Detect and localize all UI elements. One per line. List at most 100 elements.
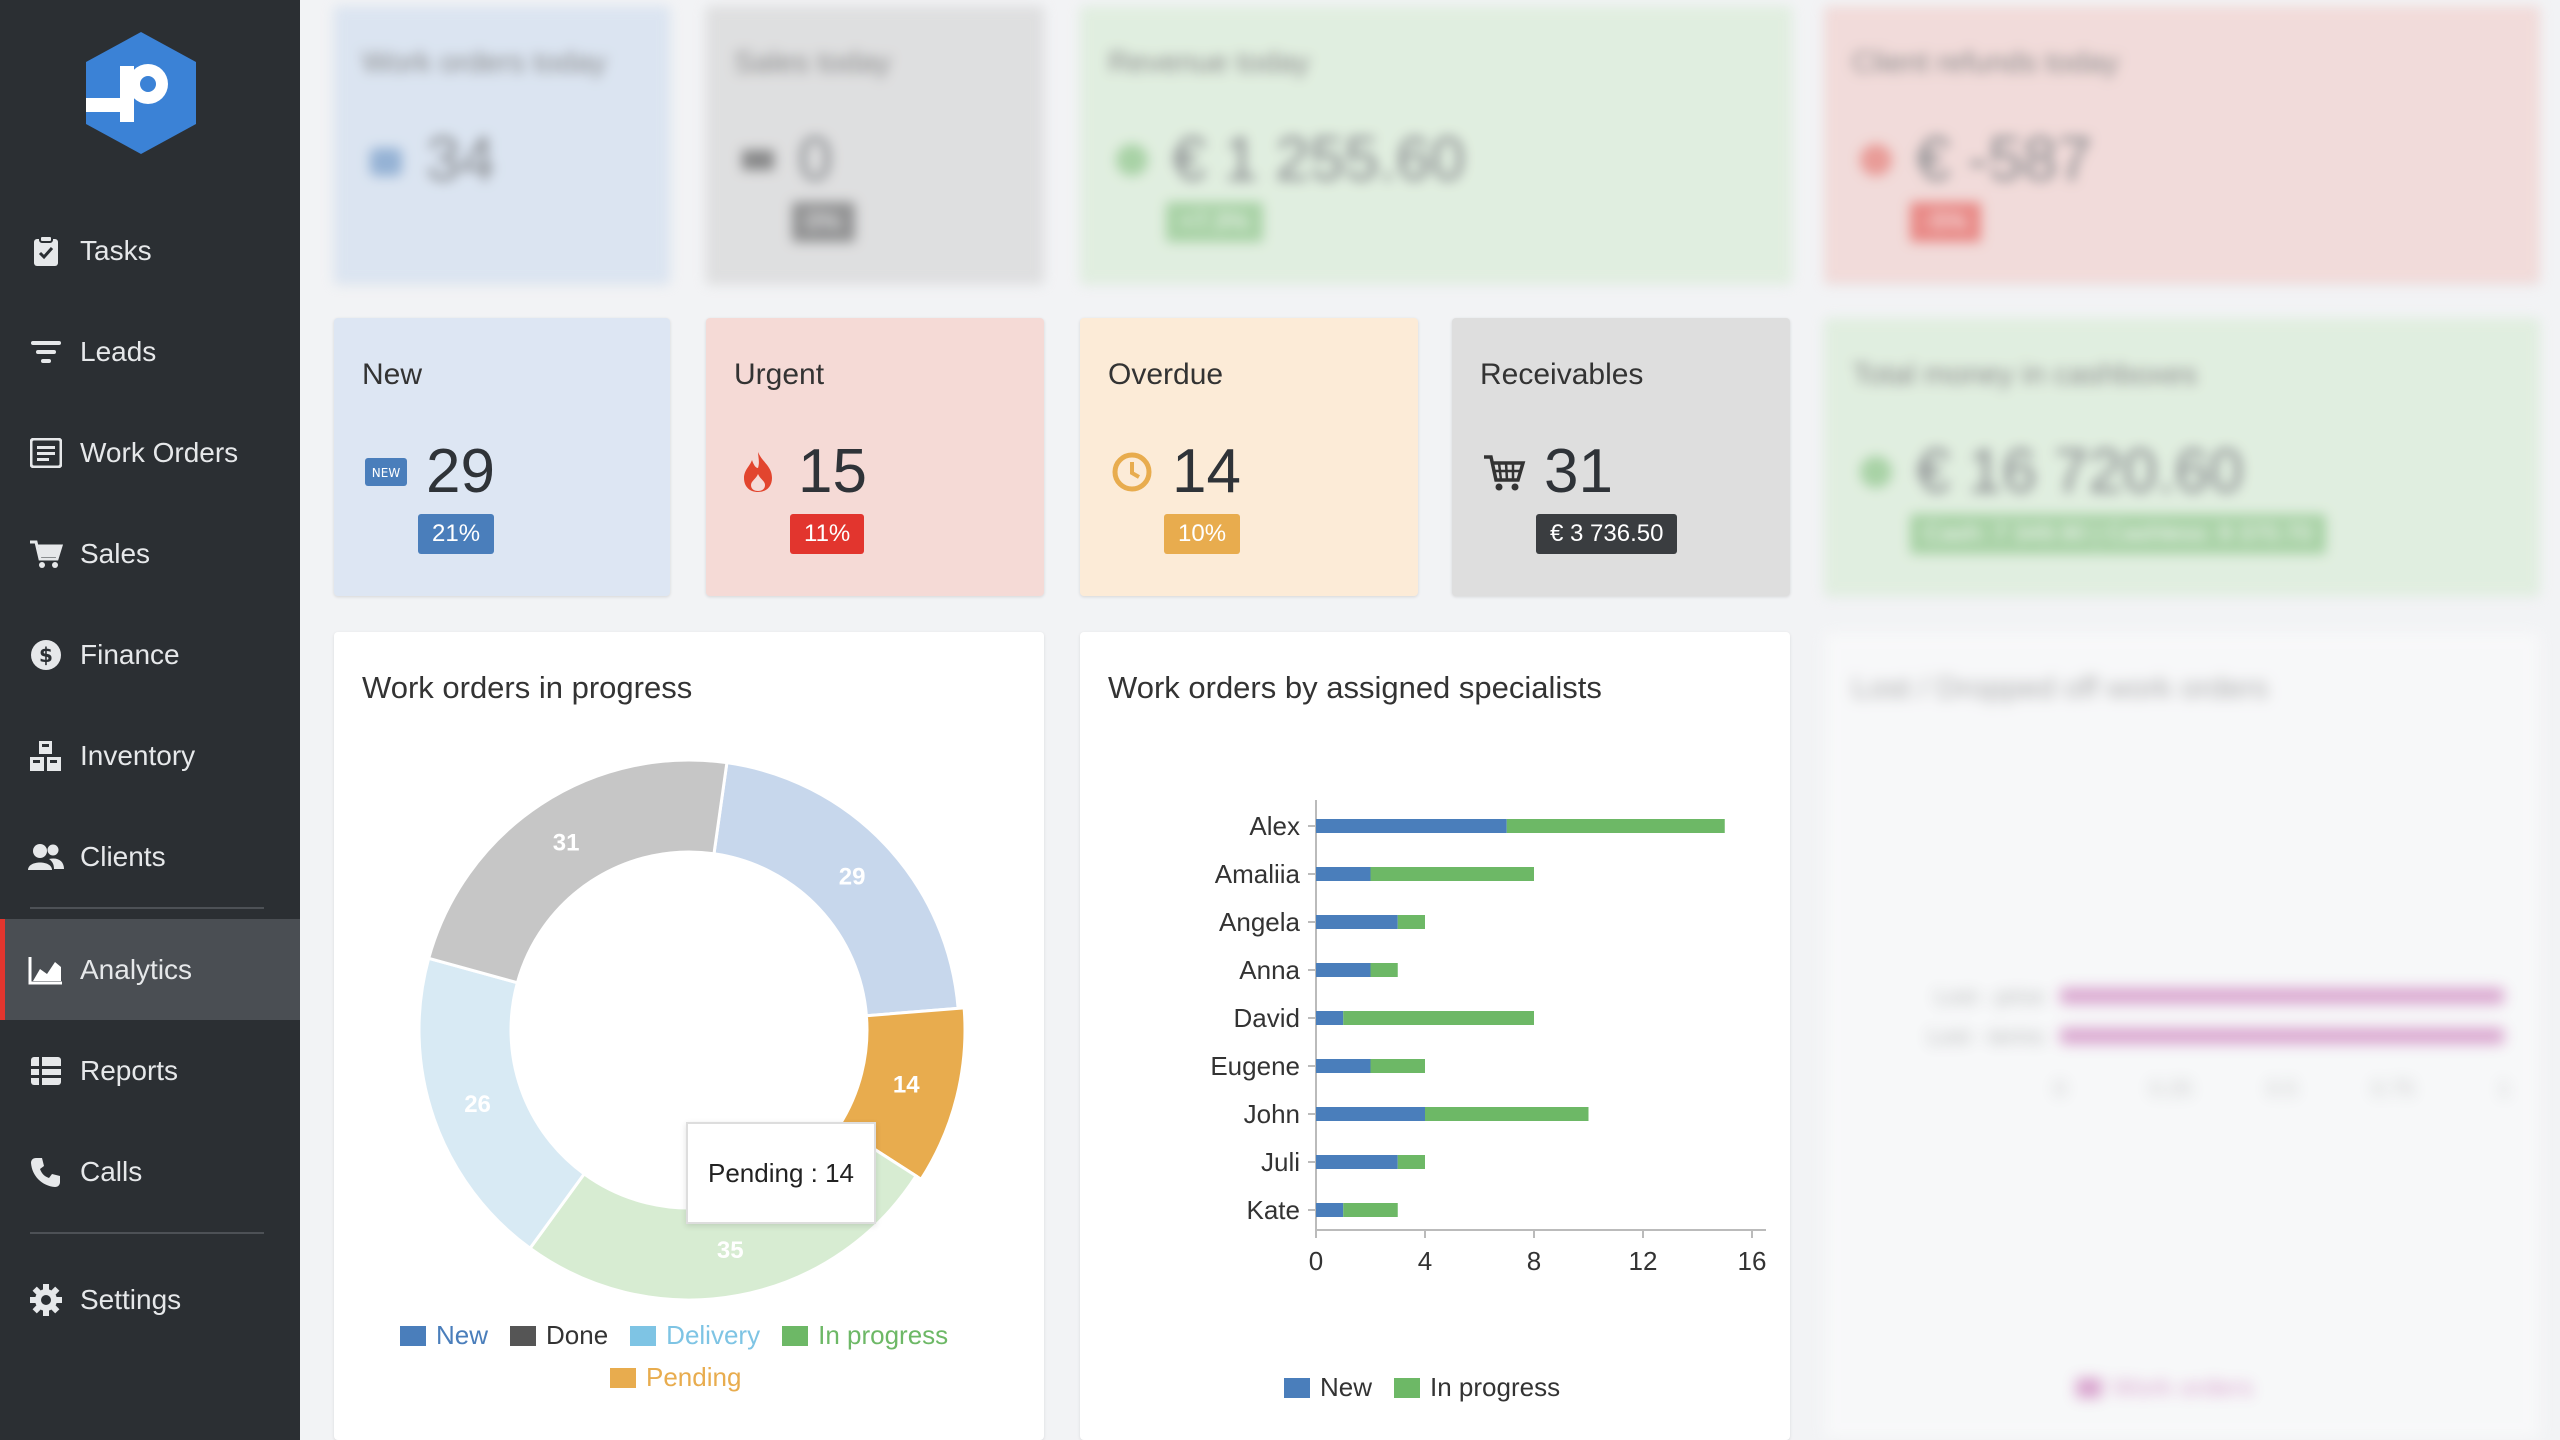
card-value: 14 xyxy=(1108,436,1241,507)
donut-slice-label: 31 xyxy=(553,830,580,857)
card-badge: 0% xyxy=(792,202,855,242)
user-icon xyxy=(362,136,410,184)
card-cashboxes: Total money in cashboxes € 16 720.60 Cas… xyxy=(1824,318,2540,596)
sidebar-item-calls[interactable]: Calls xyxy=(0,1121,300,1222)
bar-new xyxy=(1316,1155,1398,1169)
category-label: Amaliia xyxy=(1215,859,1301,889)
sidebar-item-label: Analytics xyxy=(80,953,193,985)
card-receivables[interactable]: Receivables 31 € 3 736.50 xyxy=(1452,318,1790,596)
coin-icon xyxy=(1108,136,1156,184)
legend-label-in-progress[interactable]: In progress xyxy=(818,1320,949,1350)
card-title: Overdue xyxy=(1108,358,1224,391)
bar-in-progress xyxy=(1370,963,1398,977)
legend-label-in-progress[interactable]: In progress xyxy=(1430,1372,1561,1402)
bar-new xyxy=(1316,1011,1344,1025)
legend-swatch-done xyxy=(510,1325,537,1346)
fire-icon xyxy=(734,448,782,496)
category-label: David xyxy=(1234,1003,1300,1033)
category-label: Lost - terms xyxy=(1928,1024,2044,1049)
x-tick-label: 0 xyxy=(1309,1246,1323,1276)
svg-text:$: $ xyxy=(39,643,53,667)
card-revenue-today: Revenue today € 1 255.60 +7.3% xyxy=(1080,6,1792,284)
sidebar-nav: Tasks Leads Work Orders Sales xyxy=(0,200,300,1350)
x-tick-label: 8 xyxy=(1527,1246,1541,1276)
work-orders-icon xyxy=(28,435,64,471)
legend-label-new[interactable]: New xyxy=(1320,1372,1373,1402)
sidebar-item-label: Inventory xyxy=(80,739,196,771)
sidebar-item-sales[interactable]: Sales xyxy=(0,503,300,604)
card-value: € 1 255.60 xyxy=(1108,124,1465,195)
legend-swatch-new xyxy=(400,1325,426,1346)
sidebar-item-finance[interactable]: $ Finance xyxy=(0,604,300,705)
legend-label-new[interactable]: New xyxy=(436,1320,489,1350)
card-value: € -587 xyxy=(1852,124,2092,195)
clipboard-check-icon xyxy=(28,233,64,269)
sidebar-item-clients[interactable]: Clients xyxy=(0,806,300,907)
card-title: Receivables xyxy=(1480,358,1644,391)
users-icon xyxy=(28,839,64,875)
donut-slice-label: 26 xyxy=(464,1091,491,1118)
sidebar-item-analytics[interactable]: Analytics xyxy=(0,919,300,1020)
cart-icon xyxy=(28,536,64,572)
card-title: Revenue today xyxy=(1108,46,1310,79)
card-new[interactable]: New NEW 29 21% xyxy=(334,318,670,596)
legend-label-done[interactable]: Done xyxy=(546,1320,609,1350)
legend-label-delivery[interactable]: Delivery xyxy=(666,1320,761,1350)
donut-legend-row2: Pending xyxy=(610,1362,763,1393)
sidebar: Tasks Leads Work Orders Sales xyxy=(0,0,300,1440)
bar-new xyxy=(1316,819,1507,833)
bar-in-progress xyxy=(1397,915,1425,929)
x-tick-label: 0.5 xyxy=(2267,1076,2298,1101)
x-tick-label: 0.75 xyxy=(2372,1076,2415,1101)
sidebar-item-label: Settings xyxy=(80,1283,182,1315)
bar-in-progress xyxy=(1506,819,1725,833)
category-label: Lost - price xyxy=(1935,984,2044,1009)
card-value: 0 xyxy=(734,124,832,195)
panel-work-orders-by-specialists: Work orders by assigned specialists xyxy=(1080,632,1790,1440)
sidebar-item-settings[interactable]: Settings xyxy=(0,1249,300,1350)
bar-new xyxy=(1316,963,1371,977)
legend-swatch-pending xyxy=(610,1367,636,1388)
card-title: Urgent xyxy=(734,358,825,391)
sidebar-item-label: Reports xyxy=(80,1054,179,1086)
card-badge: € 3 736.50 xyxy=(1536,514,1678,554)
sidebar-item-tasks[interactable]: Tasks xyxy=(0,200,300,301)
sidebar-item-work-orders[interactable]: Work Orders xyxy=(0,402,300,503)
sidebar-item-reports[interactable]: Reports xyxy=(0,1020,300,1121)
card-urgent[interactable]: Urgent 15 11% xyxy=(706,318,1044,596)
sidebar-item-leads[interactable]: Leads xyxy=(0,301,300,402)
card-work-orders-today: Work orders today 34 xyxy=(334,6,670,284)
panel-title: Work orders by assigned specialists xyxy=(1108,670,1602,705)
donut-slice-done xyxy=(426,758,729,985)
sidebar-divider xyxy=(30,907,264,909)
card-value: 15 xyxy=(734,436,867,507)
card-sales-today: Sales today 0 0% xyxy=(706,6,1044,284)
card-badge: Cash: 7 349.90 | Cashless: 9 370.70 xyxy=(1910,514,2326,554)
donut-slice-delivery xyxy=(417,956,587,1251)
legend-swatch-delivery xyxy=(630,1325,657,1346)
card-title: Sales today xyxy=(734,46,891,79)
donut-slice-label: 35 xyxy=(717,1237,744,1264)
card-value: NEW 29 xyxy=(362,436,495,507)
bar-in-progress xyxy=(1397,1155,1425,1169)
card-overdue[interactable]: Overdue 14 10% xyxy=(1080,318,1418,596)
category-label: John xyxy=(1244,1099,1300,1129)
bar-new xyxy=(1316,867,1371,881)
chart-tooltip: Pending : 14 xyxy=(686,1122,876,1224)
list-icon xyxy=(28,1053,64,1089)
panel-lost-work-orders: Lost / Dropped off work orders xyxy=(1824,632,2540,1440)
x-tick-label: 0.25 xyxy=(2150,1076,2193,1101)
bar-in-progress xyxy=(1425,1107,1589,1121)
sidebar-item-inventory[interactable]: Inventory xyxy=(0,705,300,806)
sidebar-item-label: Calls xyxy=(80,1155,143,1187)
bar-new xyxy=(1316,1107,1425,1121)
legend-label-pending[interactable]: Pending xyxy=(646,1362,742,1392)
lost-bar-chart: Lost - price Lost - terms 0 0.25 0.5 0.75 1 xyxy=(1928,984,2510,1101)
svg-text:NEW: NEW xyxy=(372,466,401,480)
dollar-coin-icon: $ xyxy=(28,637,64,673)
clock-icon xyxy=(1108,448,1156,496)
bar-in-progress xyxy=(1343,1011,1534,1025)
x-tick-label: 12 xyxy=(1629,1246,1658,1276)
app-logo[interactable] xyxy=(82,30,200,156)
